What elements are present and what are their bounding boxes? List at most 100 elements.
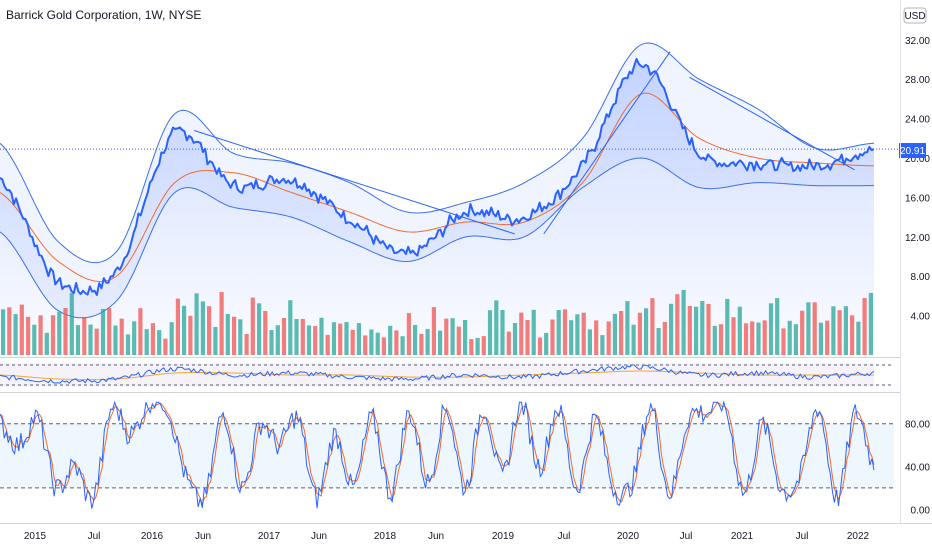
volume-bar [725,298,730,355]
volume-bar [319,317,324,355]
stochastic-axis-tick-label: 80.00 [905,420,930,431]
time-axis-tick-label: Jul [558,531,571,542]
volume-bar [288,300,293,355]
volume-bar [712,325,717,355]
volume-bar [163,338,168,355]
volume-bar [669,303,674,355]
volume-bar [88,324,93,355]
volume-bar [506,331,511,355]
volume-bar [856,321,861,355]
volume-bar [675,294,680,355]
volume-bar [438,330,443,355]
volume-bar [344,322,349,355]
volume-bar [406,313,411,355]
volume-bar [806,302,811,355]
volume-bar [750,321,755,355]
volume-bar [26,316,31,355]
volume-bar [100,309,106,355]
volume-bar [238,319,243,355]
volume-bar [469,339,474,355]
volume-bar [306,325,312,355]
volume-bar [775,298,780,355]
price-axis-tick-label: 12.00 [905,233,930,244]
volume-bar [456,326,461,355]
volume-bar [818,322,823,355]
volume-bar [494,300,499,355]
volume-bar [656,328,661,355]
volume-bar [862,298,867,355]
volume-bar [481,336,486,355]
volume-bar [743,323,749,355]
volume-bar [731,317,736,355]
volume-bar [188,315,193,355]
price-axis-tick-label: 24.00 [905,115,930,126]
volume-bar [138,308,143,355]
volume-bar [687,306,692,355]
volume-bar [250,297,255,355]
volume-bar [82,317,87,355]
volume-bar [850,315,855,355]
volume-bar [300,318,305,355]
volume-bar [194,293,199,355]
volume-bars [1,290,873,355]
volume-bar [825,320,830,355]
volume-bar [606,321,611,355]
volume-bar [157,330,162,355]
volume-bar [556,310,561,355]
last-price-label: 20.91 [900,146,925,157]
volume-bar [450,318,455,355]
volume-bar [413,324,418,355]
price-axis-tick-label: 32.00 [905,36,930,47]
volume-bar [119,318,124,355]
currency-badge[interactable]: USD [903,7,927,24]
volume-bar [550,319,555,355]
volume-bar [225,314,230,355]
volume-bar [537,337,543,355]
price-series-path [0,57,875,296]
bollinger-bands [0,42,875,319]
volume-bar [182,305,187,355]
volume-bar [431,307,436,355]
volume-bar [57,311,62,355]
volume-bar [837,310,842,355]
price-line [0,57,875,296]
volume-bar [487,310,493,355]
volume-bar [132,321,137,355]
volume-bar [531,309,536,355]
oscillator-signal-line [0,370,874,381]
volume-bar [569,320,574,355]
stochastic-axis-tick-label: 40.00 [905,463,930,474]
volume-bar [650,298,655,355]
time-axis-tick-label: 2020 [617,531,640,542]
volume-bar [269,330,274,355]
volume-bar [19,304,24,355]
volume-bar [812,302,817,355]
volume-bar [281,318,287,355]
volume-bar [444,318,449,355]
time-axis-tick-label: Jul [680,531,693,542]
volume-bar [544,332,549,355]
volume-bar [706,303,711,355]
volume-bar [562,309,568,355]
volume-bar [325,334,330,355]
volume-bar [868,292,873,355]
volume-bar [737,306,742,355]
stochastic-k-line [0,400,875,509]
volume-bar [619,311,624,355]
volume-bar [169,322,174,355]
volume-bar [425,329,430,355]
time-axis-tick-label: Jun [428,531,444,542]
stochastic-d-line [0,401,875,507]
volume-bar [75,325,81,355]
volume-bar [831,306,836,355]
volume-bar [587,329,592,355]
volume-bar [275,325,280,355]
stochastic-axis-tick-label: 0.00 [911,505,931,516]
volume-bar [500,310,505,355]
volume-bar [200,301,205,355]
volume-bar [381,337,386,355]
volume-bar [44,332,49,355]
volume-bar [94,328,99,355]
volume-bar [32,324,37,355]
volume-bar [113,325,118,355]
